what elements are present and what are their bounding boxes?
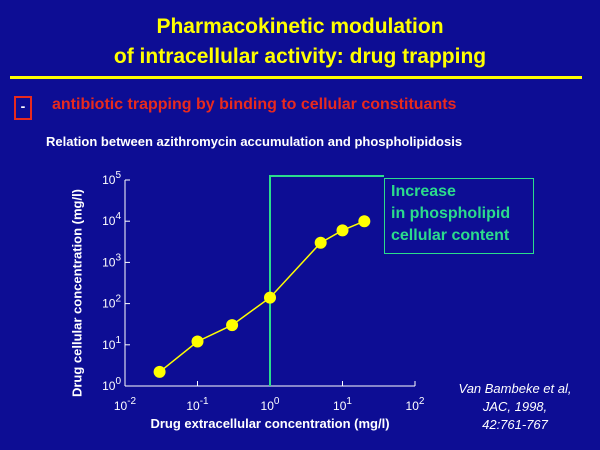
y-tick-label: 101 bbox=[102, 335, 121, 352]
x-tick-label: 10-2 bbox=[114, 396, 137, 413]
y-tick-label: 100 bbox=[102, 376, 121, 393]
x-axis-label: Drug extracellular concentration (mg/l) bbox=[150, 416, 390, 431]
citation-line1: Van Bambeke et al, bbox=[458, 381, 572, 396]
data-point bbox=[264, 291, 276, 304]
y-tick-label: 103 bbox=[102, 252, 121, 269]
data-point bbox=[226, 319, 239, 332]
slide-title-line1: Pharmacokinetic modulation bbox=[156, 15, 444, 38]
y-tick-label: 102 bbox=[102, 294, 121, 311]
phospholipid-annotation: Increase in phospholipid cellular conten… bbox=[384, 178, 534, 254]
chart-subtitle: Relation between azithromycin accumulati… bbox=[46, 134, 463, 149]
x-tick-label: 100 bbox=[261, 396, 280, 413]
data-point bbox=[191, 335, 204, 348]
data-point bbox=[153, 365, 166, 378]
y-tick-label: 104 bbox=[102, 211, 121, 228]
data-point bbox=[358, 215, 371, 228]
annotation-line3: cellular content bbox=[391, 227, 510, 244]
data-point bbox=[336, 224, 349, 237]
slide-title-line2: of intracellular activity: drug trapping bbox=[113, 45, 487, 68]
bullet-marker: - bbox=[14, 96, 32, 120]
annotation-line1: Increase bbox=[391, 183, 456, 200]
x-tick-label: 102 bbox=[406, 396, 425, 413]
x-tick-label: 101 bbox=[333, 396, 352, 413]
citation-line2: JAC, 1998, bbox=[482, 399, 548, 414]
threshold-line bbox=[269, 175, 384, 386]
data-point bbox=[314, 236, 327, 249]
bullet-text: antibiotic trapping by binding to cellul… bbox=[52, 96, 457, 113]
slide-title: Pharmacokinetic modulation of intracellu… bbox=[0, 12, 600, 72]
citation-line3: 42:761-767 bbox=[482, 417, 548, 432]
series-line bbox=[159, 220, 365, 373]
y-axis-label: Drug cellular concentration (mg/l) bbox=[69, 188, 85, 398]
x-tick-label: 10-1 bbox=[186, 396, 209, 413]
citation: Van Bambeke et al, JAC, 1998, 42:761-767 bbox=[450, 380, 580, 434]
annotation-line2: in phospholipid bbox=[391, 205, 511, 222]
y-tick-label: 105 bbox=[102, 170, 121, 187]
title-divider bbox=[10, 76, 582, 79]
